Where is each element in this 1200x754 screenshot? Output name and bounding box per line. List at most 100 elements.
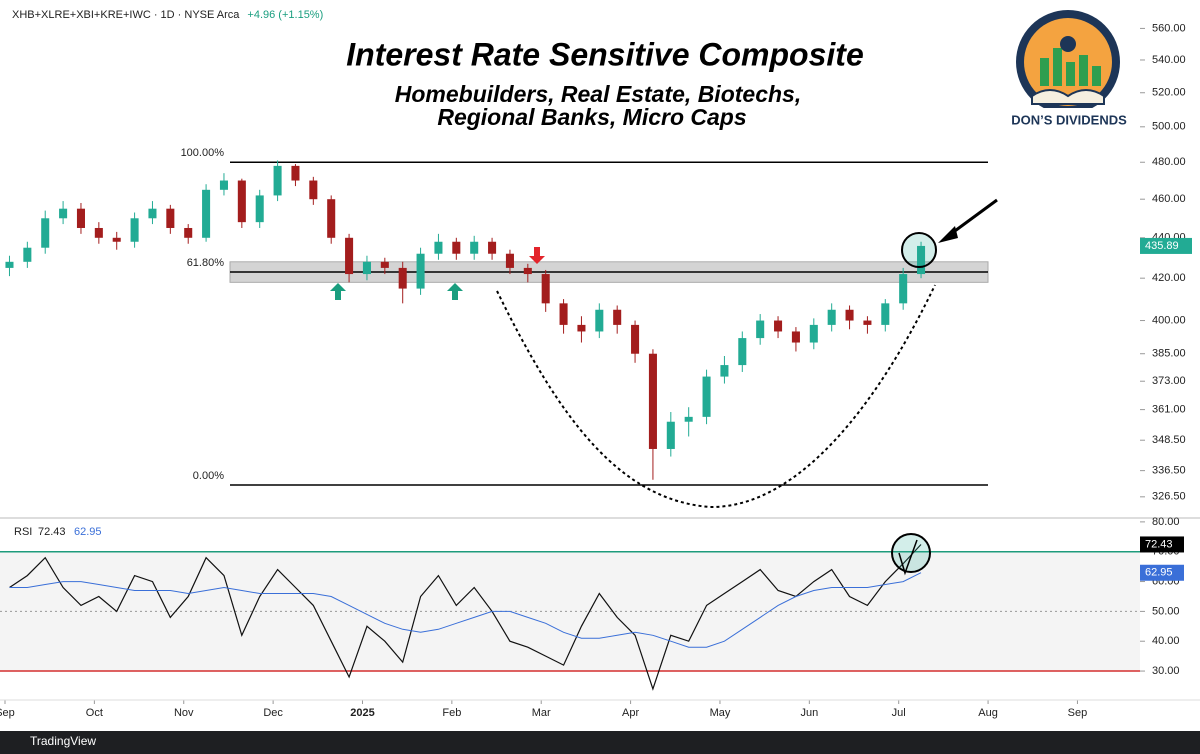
candle-body <box>327 199 336 238</box>
fib-label: 0.00% <box>193 470 224 482</box>
subtitle: Homebuilders, Real Estate, Biotechs, <box>395 81 801 107</box>
grid <box>0 27 1145 704</box>
candle-body <box>577 324 586 332</box>
x-tick-label: Apr <box>622 707 639 719</box>
candle-body <box>738 338 747 366</box>
y-tick-label: 540.00 <box>1152 54 1186 66</box>
y-tick-label: 348.50 <box>1152 434 1186 446</box>
subtitle: Regional Banks, Micro Caps <box>437 104 746 130</box>
rsi-value-label: 72.43 <box>1145 538 1173 550</box>
candle-body <box>345 237 354 275</box>
y-tick-label: 336.50 <box>1152 465 1186 477</box>
change: +4.96 (+1.15%) <box>247 9 323 21</box>
x-tick-label: Oct <box>86 707 103 719</box>
candle-body <box>791 331 800 343</box>
y-tick-label: 460.00 <box>1152 193 1186 205</box>
candle-body <box>380 261 389 268</box>
candle-body <box>702 376 711 417</box>
y-tick-label: 326.50 <box>1152 491 1186 503</box>
x-tick-label: May <box>710 707 731 719</box>
candle-body <box>648 353 657 449</box>
candle-body <box>255 195 264 223</box>
candle-body <box>899 274 908 304</box>
symbol: XHB+XLRE+XBI+KRE+IWC · 1D · NYSE Arca <box>12 9 240 21</box>
down-arrow <box>529 247 545 264</box>
up-arrow <box>330 283 346 300</box>
y-tick-label: 420.00 <box>1152 272 1186 284</box>
candle-body <box>219 180 228 190</box>
candle-body <box>774 320 783 332</box>
candle-body <box>398 267 407 289</box>
candle-body <box>362 261 371 275</box>
candle-body <box>416 253 425 289</box>
candle-body <box>470 241 479 254</box>
x-tick-label: Mar <box>532 707 551 719</box>
rsi-line <box>9 572 922 648</box>
candle-body <box>631 324 640 354</box>
x-tick-label: Jul <box>892 707 906 719</box>
candle-body <box>166 208 175 228</box>
rsi-line <box>9 544 922 691</box>
candle-body <box>845 309 854 321</box>
rsi-legend-value: 72.43 <box>38 526 66 538</box>
x-tick-label: Dec <box>263 707 283 719</box>
candle-body <box>434 241 443 254</box>
pointer-arrow <box>947 198 998 238</box>
rsi-value-box <box>1140 564 1184 581</box>
x-tick-label: Feb <box>442 707 461 719</box>
candle-body <box>881 303 890 325</box>
x-tick-label: Sep <box>0 707 15 719</box>
last-price-box <box>1140 237 1192 254</box>
candle-body <box>148 208 157 219</box>
y-tick-label: 560.00 <box>1152 22 1186 34</box>
candle-body <box>94 227 103 238</box>
candle-body <box>917 245 926 275</box>
candle-body <box>184 227 193 238</box>
highlight-circle <box>901 232 937 268</box>
rsi-legend-name: RSI <box>14 526 32 538</box>
candle-body <box>809 324 818 343</box>
candle-body <box>666 421 675 449</box>
y-tick-label: 500.00 <box>1152 121 1186 133</box>
x-tick-label: Jun <box>800 707 818 719</box>
fib-label: 61.80% <box>187 257 225 269</box>
candle-body <box>5 261 14 268</box>
footer-bar <box>0 731 1200 754</box>
candle-body <box>684 416 693 422</box>
y-tick-label: 361.00 <box>1152 404 1186 416</box>
y-tick-label: 385.00 <box>1152 348 1186 360</box>
up-arrow <box>447 283 463 300</box>
x-tick-label: Nov <box>174 707 194 719</box>
candle-body <box>505 253 514 268</box>
candle-body <box>827 309 836 325</box>
candle-body <box>23 247 32 262</box>
marks <box>5 160 926 691</box>
candle-body <box>559 303 568 325</box>
candle-body <box>76 208 85 228</box>
check-mark <box>898 539 918 576</box>
candle-body <box>452 241 461 254</box>
logo: DON’S DIVIDENDS <box>1005 10 1133 130</box>
logo-text: DON’S DIVIDENDS <box>1011 112 1127 127</box>
candle-body <box>273 165 282 196</box>
candle-body <box>202 189 211 238</box>
y-tick-label: 480.00 <box>1152 156 1186 168</box>
rsi-circle <box>891 533 931 573</box>
rsi-ma-legend-value: 62.95 <box>74 526 102 538</box>
candle-body <box>488 241 497 254</box>
candle-body <box>720 365 729 377</box>
footer-text: TradingView <box>30 734 96 748</box>
candle-body <box>130 218 139 242</box>
candle-body <box>756 320 765 339</box>
candle-body <box>59 208 68 219</box>
x-tick-label: 2025 <box>350 707 374 719</box>
candle-body <box>309 180 318 200</box>
candle-body <box>41 218 50 248</box>
x-tick-label: Aug <box>978 707 998 719</box>
pointer-arrow-head <box>938 226 958 243</box>
rsi-value-box <box>1140 536 1184 553</box>
last-price-label: 435.89 <box>1145 240 1179 252</box>
candle-body <box>237 180 246 223</box>
candle-body <box>523 267 532 275</box>
chart-title: Interest Rate Sensitive Composite <box>346 36 863 72</box>
